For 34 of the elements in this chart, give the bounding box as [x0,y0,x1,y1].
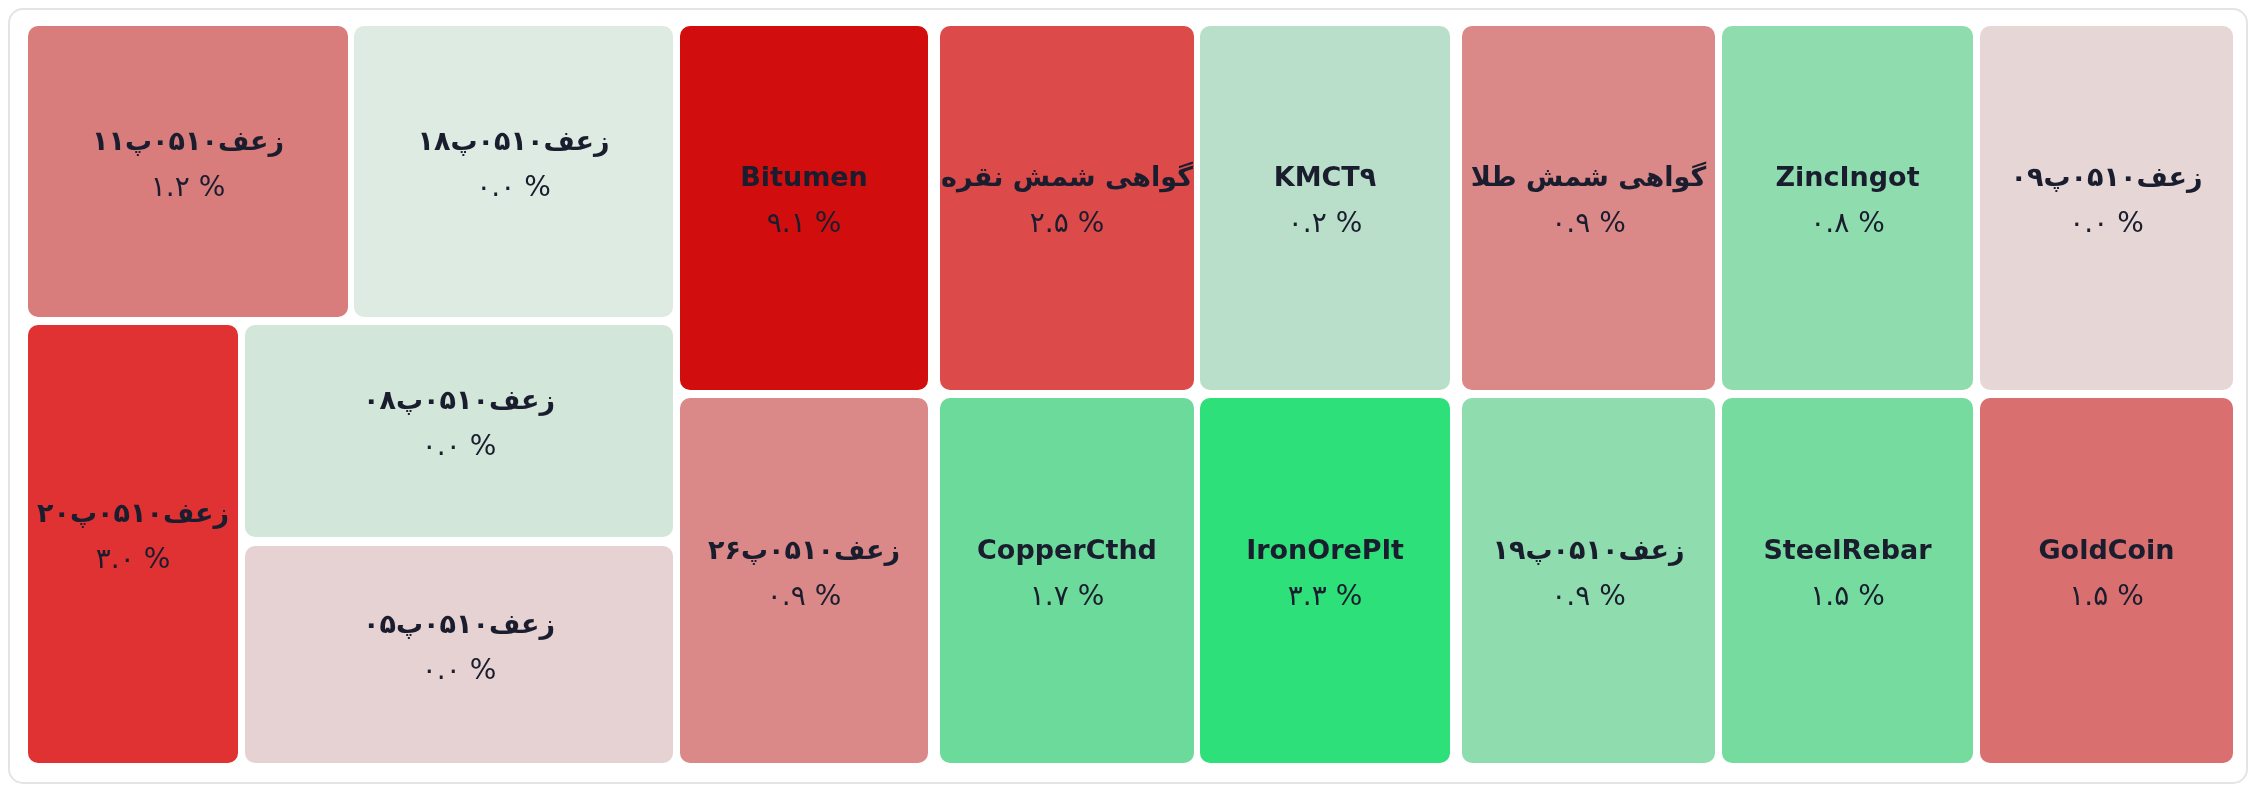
data-label: ۰.۹ % [1551,206,1626,239]
data-label: ۰.۲ % [1287,206,1363,239]
data-label: ۱.۵ % [2069,578,2144,612]
category-label: IronOrePlt [1246,533,1404,565]
category-label: زعف۰۵۱۰پ۱۱ [91,124,285,157]
category-label: زعف۰۵۱۰پ۱۹ [1492,533,1685,566]
category-label: زعف۰۵۱۰پ۲۰ [36,497,230,529]
data-label: ۳.۰ % [95,542,171,575]
category-label: گواهی شمش نقره [941,161,1194,193]
category-label: Bitumen [740,161,868,192]
data-label: ۳.۳ % [1287,578,1363,612]
category-label: ZincIngot [1775,161,1920,192]
data-label: ۱.۲ % [150,169,226,203]
data-label: ۹.۱ % [766,206,842,239]
category-label: زعف۰۵۱۰پ۰۵ [362,607,556,640]
category-label: زعف۰۵۱۰پ۰۸ [362,384,556,416]
category-label: زعف۰۵۱۰پ۰۹ [2010,161,2203,193]
category-label: SteelRebar [1763,533,1933,565]
category-label: زعف۰۵۱۰پ۲۶ [707,533,901,566]
category-label: KMCT۹ [1273,161,1377,192]
data-label: ۱.۵ % [1810,578,1885,612]
data-label: ۰.۰ % [421,652,497,686]
category-label: CopperCthd [977,533,1157,565]
data-label: ۰.۰ % [421,429,497,462]
data-label: ۲.۵ % [1029,206,1105,239]
data-label: ۰.۸ % [1810,206,1885,239]
category-label: GoldCoin [2038,533,2175,565]
category-label: گواهی شمش طلا [1470,161,1707,193]
category-label: زعف۰۵۱۰پ۱۸ [417,124,610,157]
data-label: ۰.۰ % [2069,206,2144,239]
data-label: ۰.۹ % [1551,578,1626,612]
data-label: ۰.۹ % [766,578,842,612]
data-label: ۱.۷ % [1029,578,1105,612]
data-label: ۰.۰ % [476,169,551,203]
